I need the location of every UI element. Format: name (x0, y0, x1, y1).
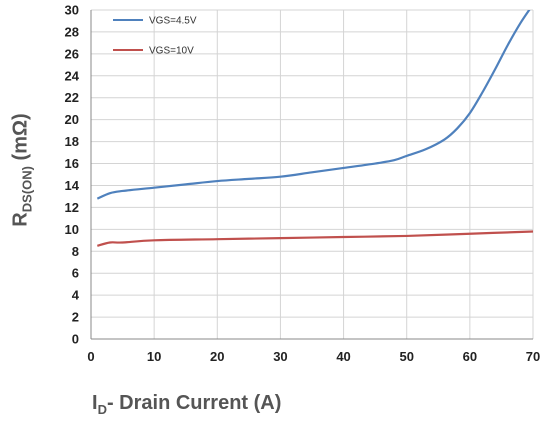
x-axis-label-sub: D (97, 402, 107, 417)
series-line-vgs-10v (97, 230, 533, 247)
x-axis-label: ID- Drain Current (A) (92, 392, 281, 417)
y-tick-label: 2 (72, 310, 79, 325)
y-tick-label: 14 (65, 178, 80, 193)
legend: VGS=4.5V VGS=10V (113, 16, 197, 57)
y-tick-label: 24 (65, 68, 80, 83)
y-tick-label: 20 (65, 112, 79, 127)
series-layer (96, 10, 533, 247)
y-tick-label: 26 (65, 46, 79, 61)
series-line-vgs-4-5v (96, 10, 531, 200)
y-axis-label-sub: DS(ON) (19, 166, 35, 213)
y-tick-label: 0 (72, 332, 79, 347)
x-tick-label: 30 (273, 349, 287, 364)
y-tick-label: 22 (65, 90, 79, 105)
y-axis-label-rest: (mΩ) (9, 113, 32, 167)
y-axis-label-container: RDS(ON) (mΩ) (2, 30, 42, 310)
y-tick-label: 18 (65, 134, 79, 149)
x-tick-label: 70 (526, 349, 540, 364)
x-tick-label: 50 (399, 349, 413, 364)
x-tick-label: 60 (463, 349, 477, 364)
grid (91, 9, 534, 339)
legend-label: VGS=4.5V (149, 16, 197, 27)
y-tick-label: 8 (72, 244, 79, 259)
x-tick-label: 10 (147, 349, 161, 364)
y-tick-label: 10 (65, 222, 79, 237)
y-tick-label: 4 (72, 288, 80, 303)
x-axis-label-rest: - Drain Current (A) (106, 392, 282, 414)
x-tick-label: 0 (87, 349, 94, 364)
y-axis-label-main: R (9, 212, 32, 227)
x-tick-label: 40 (336, 349, 350, 364)
y-tick-label: 16 (65, 156, 79, 171)
axes (90, 10, 533, 340)
y-tick-label: 30 (65, 3, 79, 18)
y-tick-label: 12 (65, 200, 79, 215)
y-tick-label: 6 (72, 266, 79, 281)
y-tick-label: 28 (65, 24, 79, 39)
x-axis-label-main: I (92, 392, 98, 414)
y-axis-label: RDS(ON) (mΩ) (10, 113, 35, 226)
x-tick-label: 20 (210, 349, 224, 364)
legend-label: VGS=10V (149, 46, 194, 57)
